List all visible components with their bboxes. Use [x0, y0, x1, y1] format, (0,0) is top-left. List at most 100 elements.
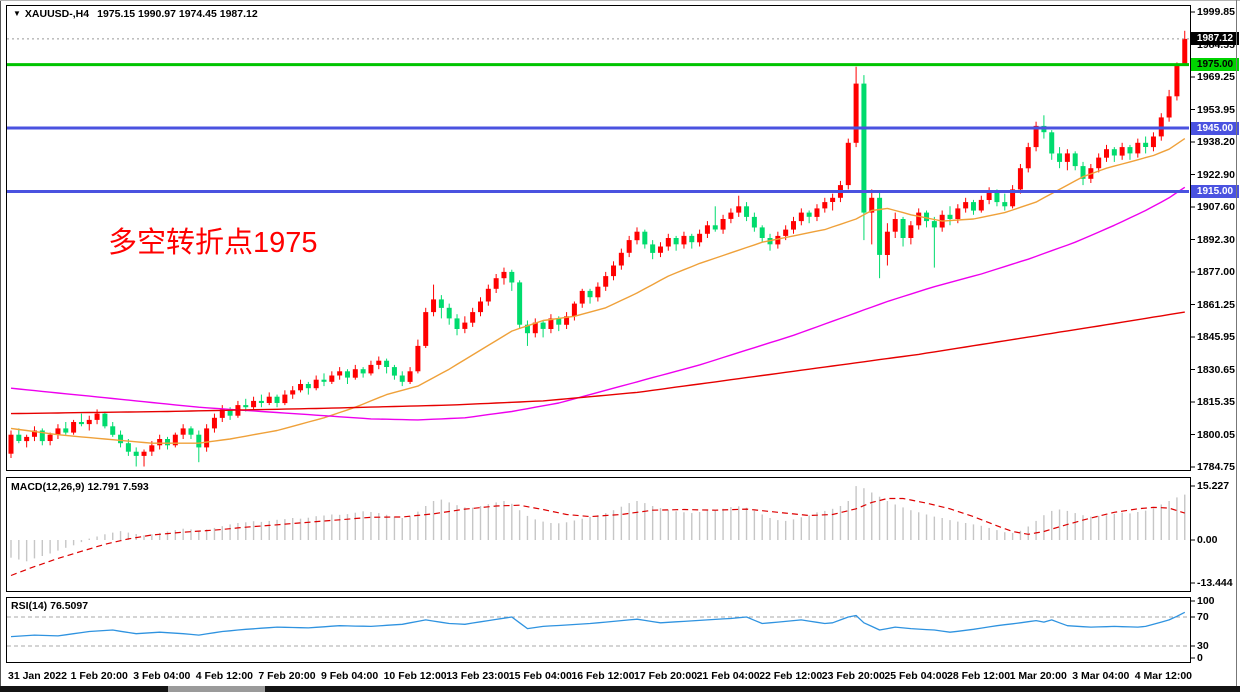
- candle-body: [501, 271, 507, 279]
- candle-body: [853, 83, 859, 143]
- macd-label: MACD(12,26,9) 12.791 7.593: [11, 481, 149, 493]
- candle-body: [736, 206, 742, 213]
- candle-body: [1049, 132, 1055, 154]
- candle-body: [55, 428, 61, 435]
- time-axis-label: 7 Feb 20:00: [258, 670, 316, 682]
- candle-body: [963, 202, 969, 209]
- candle-body: [759, 227, 765, 238]
- candle-body: [493, 278, 499, 289]
- macd-axis-label: 0.00: [1197, 534, 1218, 546]
- candle-body: [1143, 142, 1149, 147]
- candle-body: [556, 318, 562, 325]
- candle-body: [955, 208, 961, 219]
- candle-body: [1010, 189, 1016, 207]
- candle-body: [681, 235, 687, 245]
- collapse-triangle-icon[interactable]: ▼: [13, 9, 21, 18]
- candle-body: [94, 413, 100, 420]
- candle-body: [548, 318, 554, 329]
- candle-body: [822, 202, 828, 209]
- candle-body: [720, 219, 726, 230]
- candle-body: [376, 360, 382, 365]
- ma-mid-magenta: [10, 186, 1186, 421]
- candle-body: [227, 409, 233, 416]
- rsi-name: RSI(14): [11, 600, 48, 612]
- candle-body: [78, 422, 84, 425]
- candle-body: [446, 307, 452, 319]
- time-axis-label: 1 Mar 20:00: [1009, 670, 1067, 682]
- candle-body: [1182, 38, 1188, 65]
- candle-body: [1174, 64, 1180, 97]
- time-axis-label: 10 Feb 12:00: [383, 670, 447, 682]
- candle-body: [321, 379, 327, 382]
- candle-body: [188, 428, 194, 435]
- price-axis-label: 1800.05: [1197, 428, 1235, 441]
- candle-body: [391, 367, 397, 376]
- candle-body: [415, 345, 421, 372]
- candle-body: [274, 396, 280, 403]
- candle-body: [1033, 125, 1039, 148]
- candle-body: [579, 290, 585, 304]
- candle-body: [869, 197, 875, 213]
- candle-body: [102, 413, 108, 427]
- candle-body: [454, 318, 460, 329]
- candle-body: [298, 384, 304, 391]
- candle-body: [39, 430, 45, 442]
- candle-body: [744, 206, 750, 217]
- candle-body: [344, 371, 350, 378]
- candle-body: [775, 235, 781, 245]
- candle-body: [384, 360, 390, 367]
- candle-body: [86, 419, 92, 425]
- rsi-axis-label: 100: [1197, 595, 1215, 607]
- time-axis-label: 25 Feb 04:00: [884, 670, 948, 682]
- candle-body: [924, 212, 930, 222]
- time-axis-label: 31 Jan 2022: [8, 670, 67, 682]
- candle-body: [650, 244, 656, 253]
- candle-body: [1166, 96, 1172, 118]
- price-axis-label: 1784.75: [1197, 461, 1235, 473]
- candle-body: [204, 428, 210, 448]
- candle-body: [118, 434, 124, 444]
- candle-body: [1119, 147, 1125, 156]
- candle-body: [642, 231, 648, 245]
- candle-body: [478, 301, 483, 313]
- time-axis-label: 17 Feb 20:00: [634, 670, 698, 682]
- price-tag-1975.00: 1975.00: [1191, 58, 1239, 72]
- candle-body: [986, 191, 992, 200]
- window-right-edge: [1236, 0, 1237, 686]
- rsi-layer: [7, 611, 1189, 647]
- window-left-edge: [0, 0, 1, 686]
- price-chart-layer: [7, 30, 1189, 467]
- candle-body: [892, 219, 898, 232]
- candle-body: [1057, 153, 1063, 162]
- price-axis-label: 1845.95: [1197, 331, 1235, 343]
- time-axis-label: 22 Feb 12:00: [759, 670, 823, 682]
- rsi-axis-label: 0: [1197, 652, 1203, 664]
- candle-body: [806, 212, 812, 217]
- candle-body: [978, 199, 984, 211]
- rsi-axis-label: 70: [1197, 611, 1209, 623]
- candle-body: [219, 409, 225, 418]
- candle-body: [947, 214, 953, 219]
- price-axis-label: 1861.25: [1197, 298, 1235, 311]
- time-axis-label: 9 Feb 04:00: [321, 670, 379, 682]
- candle-body: [462, 322, 468, 329]
- candle-body: [1025, 147, 1031, 169]
- candle-body: [431, 299, 437, 313]
- price-axis-label: 1877.00: [1197, 266, 1235, 278]
- candle-body: [798, 212, 804, 222]
- price-axis-label: 1938.20: [1197, 136, 1235, 148]
- candle-body: [141, 451, 147, 456]
- candle-body: [1135, 142, 1141, 154]
- candle-body: [313, 379, 319, 389]
- candle-body: [830, 197, 836, 202]
- candle-body: [1002, 202, 1008, 207]
- candle-body: [532, 322, 538, 334]
- candle-body: [172, 434, 178, 446]
- time-axis-label: 4 Mar 12:00: [1134, 670, 1192, 682]
- candle-body: [814, 208, 820, 217]
- main-price-pane: [6, 5, 1191, 471]
- candle-body: [438, 299, 444, 308]
- candle-body: [251, 400, 257, 408]
